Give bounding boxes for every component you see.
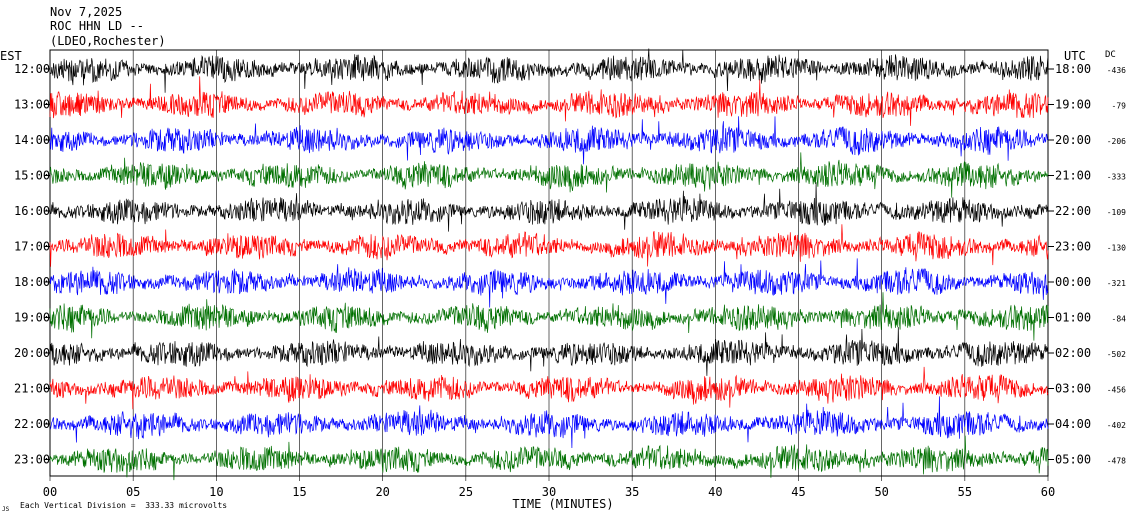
trace-1900 (49, 292, 1049, 341)
utc-label: 01:00 (1055, 311, 1091, 325)
est-label: 13:00 (14, 98, 50, 112)
trace-1700 (49, 224, 1049, 267)
trace-2300 (49, 435, 1049, 481)
est-label: 19:00 (14, 311, 50, 325)
x-tick-label: 40 (708, 485, 722, 499)
location-label: (LDEO,Rochester) (50, 34, 166, 48)
trace-1500 (49, 152, 1049, 198)
est-label: 20:00 (14, 346, 50, 360)
trace-1600 (49, 182, 1049, 232)
est-axis-label: EST (0, 49, 22, 63)
trace-1800 (49, 258, 1049, 308)
x-tick-label: 15 (292, 485, 306, 499)
est-label: 23:00 (14, 453, 50, 467)
dc-value: -478 (1107, 457, 1126, 466)
x-tick-label: 35 (625, 485, 639, 499)
utc-label: 23:00 (1055, 240, 1091, 254)
dc-value: -502 (1107, 350, 1126, 359)
trace-1200 (49, 48, 1049, 93)
seismic-traces (49, 48, 1049, 481)
est-label: 16:00 (14, 204, 50, 218)
trace-1400 (49, 116, 1049, 165)
utc-axis-label: UTC (1064, 49, 1086, 63)
dc-value: -79 (1112, 102, 1127, 111)
utc-label: 20:00 (1055, 133, 1091, 147)
est-label: 21:00 (14, 382, 50, 396)
utc-label: 22:00 (1055, 204, 1091, 218)
x-axis-ticks: 00 05 10 15 20 25 30 35 40 45 50 55 60 (43, 485, 1055, 499)
x-tick-label: 30 (542, 485, 556, 499)
date-label: Nov 7,2025 (50, 5, 122, 19)
est-label: 14:00 (14, 133, 50, 147)
dc-value: -436 (1107, 66, 1126, 75)
trace-2200 (49, 396, 1049, 449)
est-label: 12:00 (14, 62, 50, 76)
hour-labels: 12:00 18:00 -436 13:00 19:00 -79 14:00 20:00 -20… (14, 62, 1126, 467)
x-tick-label: 25 (459, 485, 473, 499)
x-tick-label: 20 (375, 485, 389, 499)
dc-value: -402 (1107, 421, 1126, 430)
est-label: 22:00 (14, 417, 50, 431)
est-label: 15:00 (14, 169, 50, 183)
station-label: ROC HHN LD -- (50, 19, 144, 33)
est-label: 17:00 (14, 240, 50, 254)
x-tick-label: 00 (43, 485, 57, 499)
scale-note: Each Vertical Division = 333.33 microvol… (20, 501, 227, 510)
dc-value: -109 (1107, 208, 1126, 217)
trace-2100 (49, 366, 1049, 410)
utc-label: 18:00 (1055, 62, 1091, 76)
x-axis-title: TIME (MINUTES) (512, 497, 613, 511)
dc-value: -456 (1107, 386, 1126, 395)
dc-column-label: DC (1105, 50, 1116, 60)
dc-value: -206 (1107, 137, 1126, 146)
x-tick-label: 45 (791, 485, 805, 499)
dc-value: -321 (1107, 279, 1126, 288)
dc-value: -130 (1107, 244, 1126, 253)
x-tick-label: 05 (126, 485, 140, 499)
x-tick-label: 60 (1041, 485, 1055, 499)
utc-label: 05:00 (1055, 453, 1091, 467)
minute-gridlines (49, 50, 1049, 481)
utc-label: 19:00 (1055, 98, 1091, 112)
utc-label: 00:00 (1055, 275, 1091, 289)
x-tick-label: 50 (874, 485, 888, 499)
est-label: 18:00 (14, 275, 50, 289)
trace-1300 (49, 76, 1049, 126)
utc-label: 03:00 (1055, 382, 1091, 396)
x-tick-label: 10 (209, 485, 223, 499)
dc-value: -84 (1112, 315, 1127, 324)
dc-value: -333 (1107, 173, 1126, 182)
utc-label: 04:00 (1055, 417, 1091, 431)
utc-label: 02:00 (1055, 346, 1091, 360)
corner-mark: JS (2, 506, 10, 513)
x-tick-label: 55 (958, 485, 972, 499)
trace-2000 (49, 327, 1049, 376)
utc-label: 21:00 (1055, 169, 1091, 183)
